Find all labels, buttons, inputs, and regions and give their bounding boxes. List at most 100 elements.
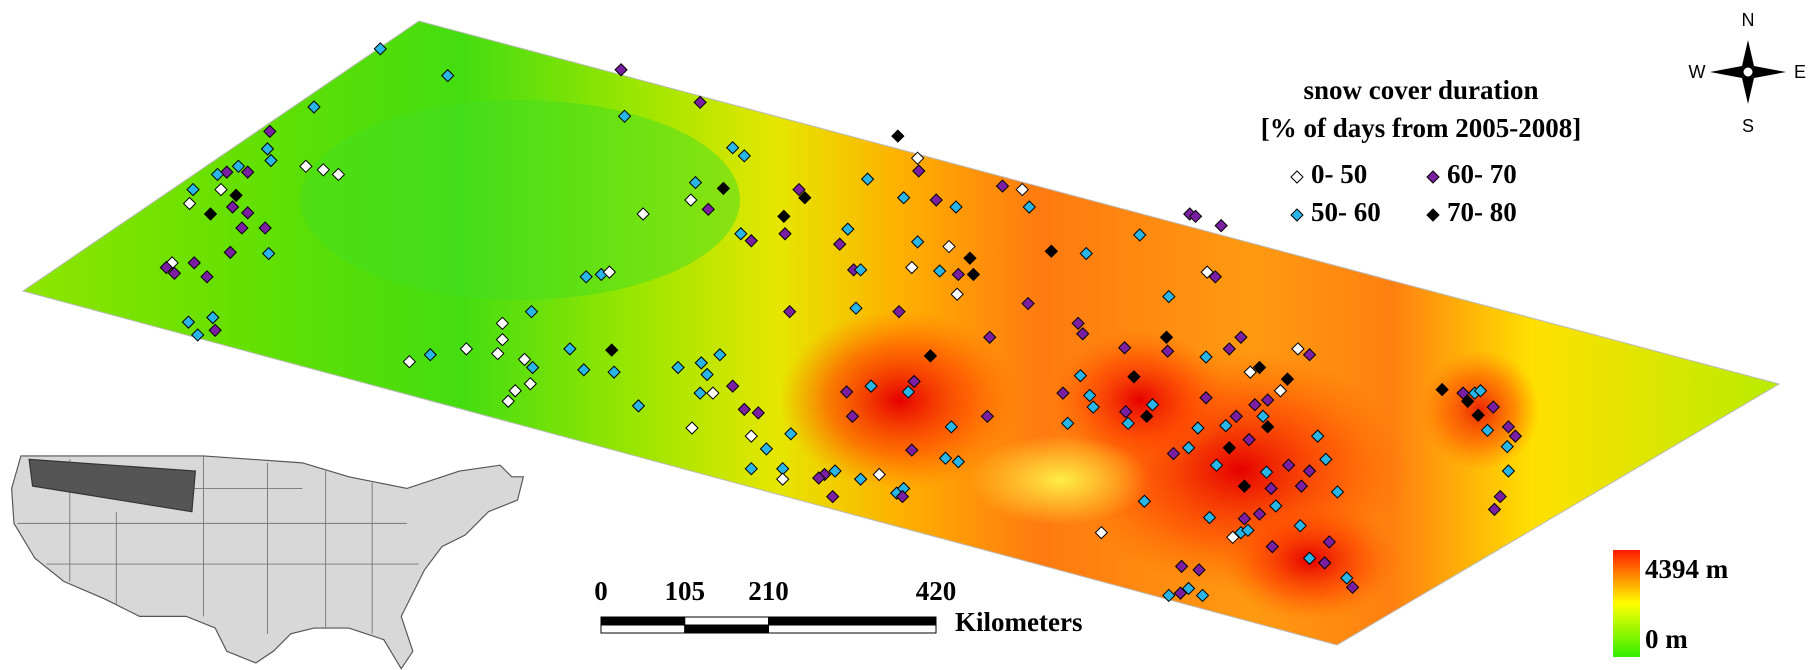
compass-n: N (1742, 10, 1755, 30)
station-marker (700, 367, 714, 382)
station-marker (905, 260, 919, 275)
station-marker (1060, 416, 1075, 431)
station-marker (167, 266, 182, 281)
station-marker (617, 109, 632, 124)
station-marker (734, 227, 748, 241)
station-marker (1435, 382, 1449, 397)
station-marker (1181, 581, 1196, 596)
scale-segment (684, 624, 769, 634)
station-marker (828, 464, 842, 478)
station-marker (950, 287, 964, 301)
station-marker (459, 342, 474, 356)
compass-w: W (1689, 62, 1706, 82)
station-marker (1145, 398, 1160, 412)
station-marker (1501, 464, 1516, 478)
station-marker (223, 245, 237, 260)
station-marker (1317, 556, 1332, 570)
station-marker (826, 489, 840, 504)
scale-tick-label: 0 (594, 576, 608, 606)
station-marker (910, 151, 925, 165)
station-marker (892, 304, 906, 319)
compass-e: E (1794, 62, 1806, 82)
station-marker (932, 264, 947, 278)
station-marker (1071, 316, 1085, 331)
station-marker (1291, 342, 1305, 356)
station-marker (614, 63, 628, 77)
station-marker (1133, 228, 1147, 242)
station-marker (423, 348, 438, 362)
station-marker (1486, 400, 1500, 414)
station-marker (864, 379, 878, 393)
station-marker (235, 221, 249, 235)
station-marker (1340, 571, 1354, 585)
station-marker (1243, 365, 1257, 379)
station-marker (751, 406, 765, 420)
station-marker (1281, 458, 1296, 472)
station-marker (231, 159, 246, 174)
station-marker (214, 182, 228, 197)
station-marker (517, 352, 532, 367)
legend-marker (1426, 208, 1440, 222)
station-marker (1234, 330, 1248, 344)
station-marker (307, 100, 321, 114)
station-marker (1191, 421, 1205, 435)
station-marker (1265, 539, 1280, 554)
station-marker (966, 267, 981, 282)
station-marker (1173, 586, 1188, 600)
station-marker (208, 323, 222, 337)
station-marker (1094, 525, 1109, 540)
station-marker (1302, 464, 1317, 478)
station-marker (872, 467, 886, 482)
station-marker (1079, 246, 1093, 261)
legend-label: 70- 80 (1447, 197, 1517, 227)
station-marker (1166, 446, 1181, 461)
legend-label: 50- 60 (1311, 197, 1381, 227)
legend-label: 60- 70 (1447, 159, 1517, 189)
station-marker (1310, 429, 1325, 443)
station-marker (849, 301, 863, 315)
station-marker (1252, 507, 1267, 521)
elevation-min: 0 m (1645, 624, 1688, 654)
station-marker (1199, 391, 1213, 405)
station-marker (495, 316, 510, 331)
station-marker (563, 342, 577, 356)
station-marker (1022, 200, 1036, 214)
station-marker (775, 472, 790, 486)
station-marker (1501, 420, 1516, 434)
station-marker (1222, 441, 1236, 455)
station-marker (684, 193, 698, 207)
legend-title: snow cover duration (1303, 75, 1538, 105)
station-marker (1260, 393, 1275, 407)
station-marker (963, 251, 977, 265)
station-marker (812, 471, 826, 485)
station-marker (895, 489, 910, 504)
station-marker (737, 402, 752, 417)
station-marker (1200, 265, 1214, 279)
station-marker (905, 443, 919, 457)
station-marker (607, 365, 621, 379)
station-marker (694, 356, 708, 370)
compass: N S W E (1689, 10, 1807, 136)
station-marker (1302, 348, 1317, 362)
station-marker (1226, 530, 1240, 545)
station-marker (1119, 404, 1133, 419)
station-marker (525, 360, 540, 375)
station-marker (777, 209, 791, 224)
station-marker (1487, 502, 1502, 517)
station-marker (1294, 479, 1309, 493)
station-marker (1456, 386, 1470, 400)
station-marker (331, 167, 346, 182)
station-marker (1208, 270, 1223, 284)
station-marker (187, 256, 201, 270)
station-marker (1044, 244, 1059, 258)
station-marker (159, 260, 174, 275)
scale-segment (600, 616, 686, 626)
station-marker (441, 68, 455, 83)
station-marker (951, 455, 966, 469)
station-marker (891, 129, 905, 143)
compass-s: S (1742, 116, 1754, 136)
station-marker (713, 348, 727, 362)
station-marker (605, 343, 619, 357)
station-marker (225, 200, 240, 214)
station-marker (759, 442, 774, 456)
